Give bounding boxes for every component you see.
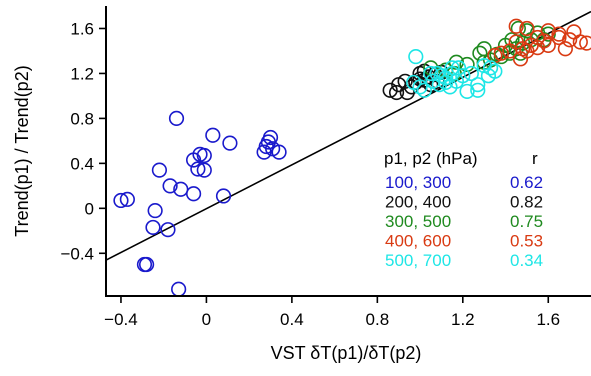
- y-tick-label: −0.4: [60, 244, 94, 263]
- data-point: [470, 82, 486, 98]
- data-point: [502, 43, 518, 59]
- y-tick-label: 0: [85, 199, 94, 218]
- data-point: [444, 60, 460, 76]
- legend-entry-label: 100, 300: [385, 173, 451, 192]
- data-point: [536, 33, 552, 49]
- data-point: [196, 147, 212, 164]
- y-axis-label: Trend(p1) / Trend(p2): [12, 65, 32, 236]
- data-point: [119, 191, 135, 207]
- legend-header-right: r: [532, 149, 538, 168]
- x-tick-label: 0: [202, 310, 211, 329]
- data-point: [551, 29, 567, 46]
- legend-entry-r: 0.62: [510, 173, 543, 192]
- regression-line: [106, 10, 591, 262]
- data-point: [138, 256, 155, 273]
- axes-layer: [105, 6, 591, 297]
- data-point: [557, 41, 573, 57]
- legend-entry-r: 0.75: [510, 212, 543, 231]
- x-tick-label: 0.4: [280, 310, 304, 329]
- data-point: [470, 77, 486, 93]
- data-point: [508, 18, 524, 34]
- data-point: [408, 48, 424, 65]
- data-point: [566, 24, 582, 40]
- data-point: [185, 186, 202, 202]
- data-point: [113, 192, 129, 209]
- y-tick-label: 0.8: [70, 109, 94, 128]
- x-axis-label: VST δT(p1)/δT(p2): [271, 343, 422, 363]
- x-tick-label: −0.4: [104, 310, 138, 329]
- data-point: [147, 202, 163, 219]
- legend-entry-r: 0.53: [510, 232, 543, 251]
- x-tick-label: 0.8: [366, 310, 390, 329]
- legend: p1, p2 (hPa) r 100, 300 0.62 200, 400 0.82 3…: [384, 149, 543, 270]
- data-point: [463, 65, 479, 82]
- data-point: [256, 144, 272, 160]
- data-point: [455, 68, 471, 84]
- data-point: [171, 281, 187, 296]
- data-point: [262, 129, 279, 146]
- points-layer: [113, 18, 591, 296]
- fit-line-layer: [106, 10, 591, 262]
- data-point: [196, 162, 212, 178]
- data-point: [438, 74, 454, 91]
- data-point: [519, 20, 535, 37]
- data-point: [512, 51, 529, 67]
- legend-header-left: p1, p2 (hPa): [384, 149, 478, 168]
- x-ticks: −0.4 0 0.4 0.8 1.2 1.6: [104, 296, 560, 329]
- data-point: [145, 219, 161, 236]
- legend-entry-label: 400, 600: [385, 232, 451, 251]
- data-point: [480, 68, 497, 84]
- legend-entry-r: 0.34: [510, 251, 543, 270]
- data-point: [222, 135, 238, 151]
- data-point: [168, 110, 185, 127]
- y-tick-label: 1.6: [70, 19, 94, 38]
- data-point: [160, 222, 176, 238]
- x-tick-label: 1.2: [451, 310, 475, 329]
- legend-entry-label: 300, 500: [385, 212, 451, 231]
- legend-entry-label: 200, 400: [385, 193, 451, 212]
- data-point: [416, 82, 432, 98]
- data-point: [429, 65, 445, 82]
- data-point: [579, 35, 591, 51]
- data-point: [382, 82, 398, 98]
- legend-entry-r: 0.82: [510, 193, 543, 212]
- data-point: [388, 84, 405, 101]
- data-point: [493, 45, 509, 61]
- data-point: [151, 162, 168, 178]
- data-point: [540, 23, 556, 39]
- legend-entry-label: 500, 700: [385, 251, 451, 270]
- data-point: [162, 178, 178, 194]
- data-point: [205, 127, 221, 143]
- data-point: [271, 144, 287, 160]
- data-point: [540, 37, 556, 53]
- data-point: [482, 60, 499, 76]
- data-point: [190, 161, 206, 177]
- data-point: [450, 60, 467, 76]
- data-point: [215, 188, 232, 204]
- data-point: [562, 32, 578, 48]
- y-tick-label: 0.4: [70, 154, 94, 173]
- data-point: [423, 65, 439, 82]
- y-ticks: −0.4 0 0.4 0.8 1.2 1.6: [60, 19, 106, 263]
- y-tick-label: 1.2: [70, 64, 94, 83]
- x-tick-label: 1.6: [536, 310, 560, 329]
- data-point: [459, 83, 475, 100]
- data-point: [412, 79, 428, 95]
